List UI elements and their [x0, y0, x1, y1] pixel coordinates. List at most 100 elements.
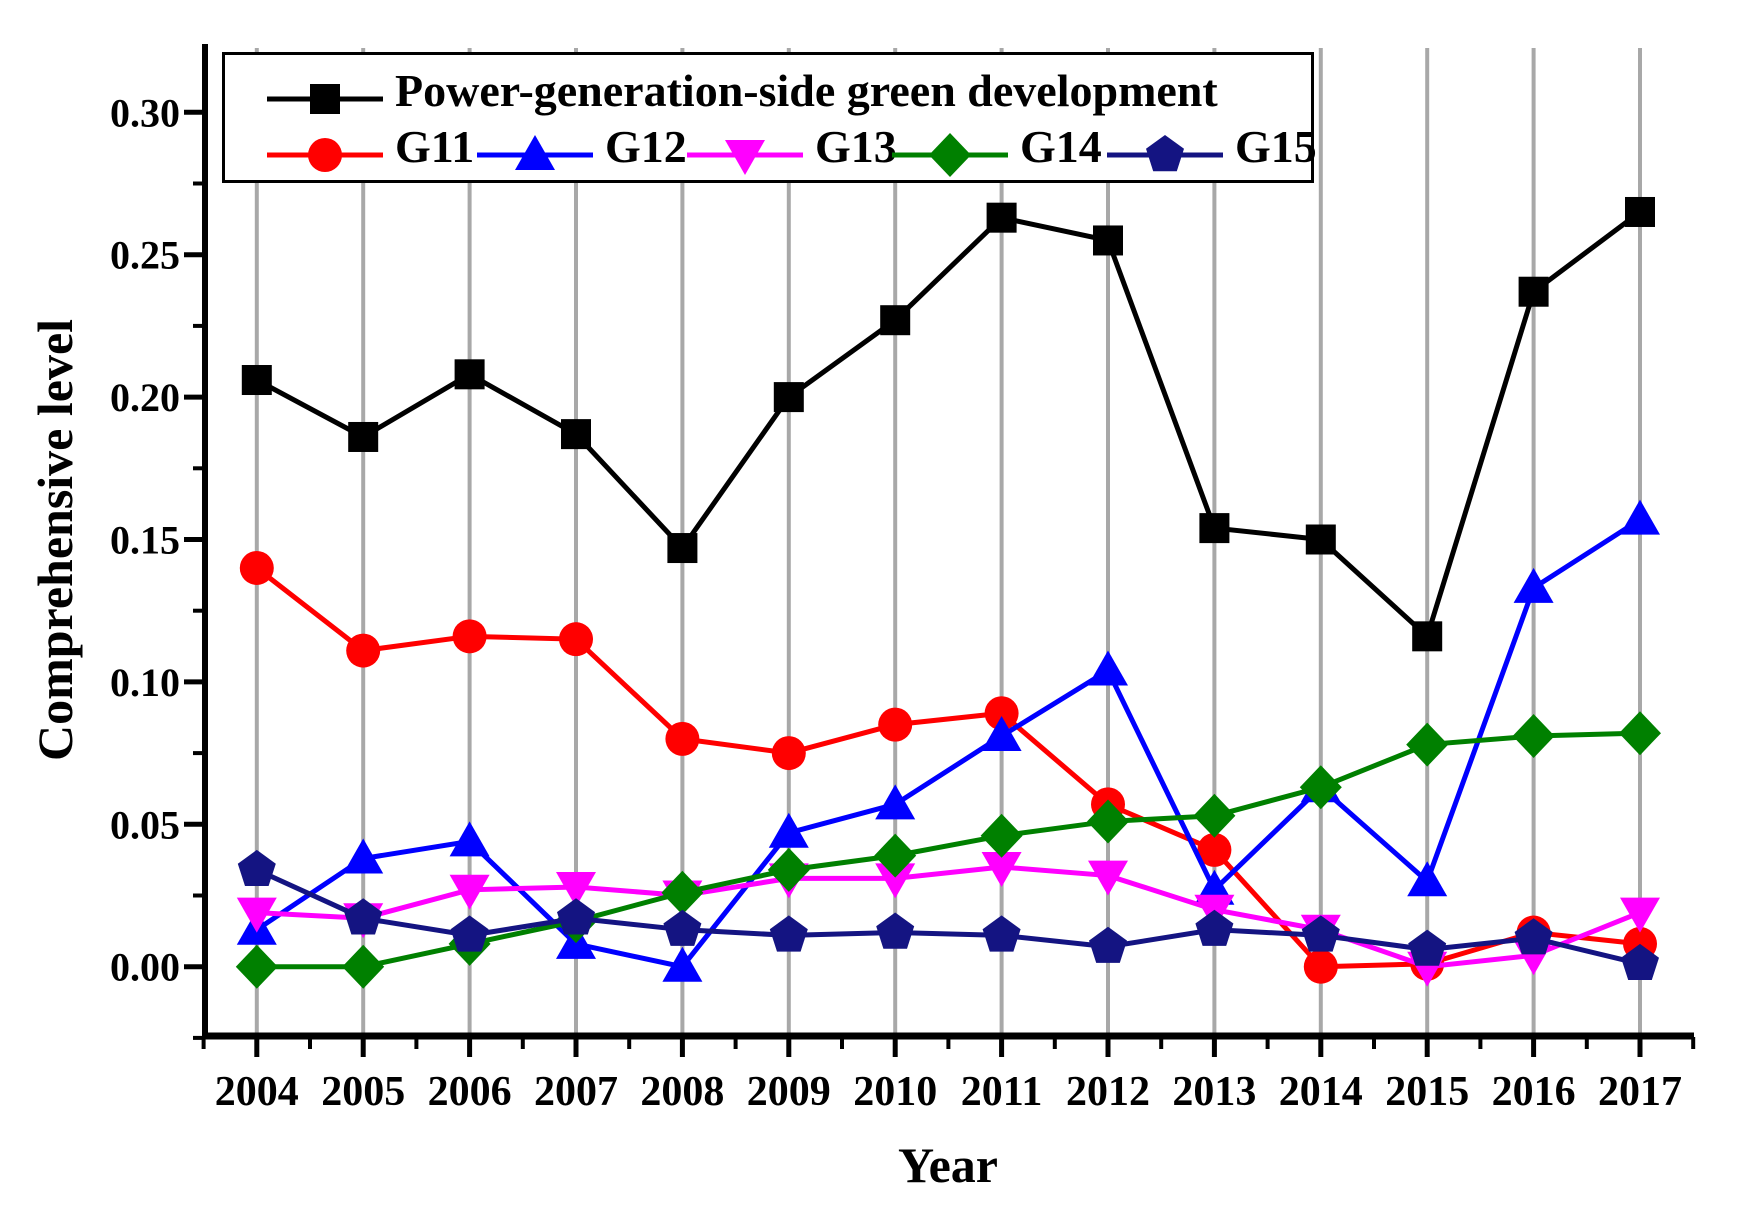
axis-tick-labels: 0.00 0.05 0.10 0.15 0.20 0.25 0.30 2004 2005 2006…	[110, 90, 1682, 1115]
data-series	[235, 196, 1661, 989]
x-tick-label-2008: 2008	[640, 1069, 724, 1115]
axis-ticks	[184, 109, 1696, 1057]
marker-g14-2015	[1406, 722, 1449, 767]
x-tick-label-2005: 2005	[321, 1069, 405, 1115]
marker-g15-2013	[1195, 909, 1234, 946]
marker-g12-2008	[662, 946, 703, 982]
series-line	[255, 517, 1642, 970]
marker-g14-2005	[342, 944, 385, 989]
series-line	[256, 730, 1641, 970]
marker-power-generation-side-green-development-2015	[1412, 621, 1443, 652]
marker-g12-2006	[449, 821, 490, 857]
x-tick-label-2017: 2017	[1598, 1069, 1682, 1115]
marker-g13-2017	[1620, 897, 1660, 933]
marker-g14-2004	[235, 944, 278, 989]
x-tick-label-2016: 2016	[1492, 1069, 1576, 1115]
marker-g12-2015	[1407, 861, 1448, 897]
marker-g15-2012	[1089, 926, 1127, 963]
marker-power-generation-side-green-development-2007	[561, 419, 591, 450]
marker-power-generation-side-green-development-2016	[1518, 276, 1549, 307]
series-line	[255, 209, 1642, 641]
legend-marker-square-icon	[310, 84, 340, 114]
legend-sample-g15	[1107, 135, 1223, 172]
marker-power-generation-side-green-development-2005	[348, 421, 379, 452]
marker-power-generation-side-green-development-2010	[880, 305, 911, 336]
legend-marker-circle-icon	[308, 138, 342, 172]
marker-g11-2004	[239, 550, 274, 585]
marker-g15-2004	[237, 849, 276, 886]
marker-g15-2011	[982, 915, 1021, 952]
marker-g14-2009	[767, 847, 810, 892]
legend-sample-power	[267, 84, 383, 114]
y-tick-label-0.05: 0.05	[110, 802, 180, 847]
x-tick-label-2010: 2010	[853, 1069, 937, 1115]
marker-g11-2011	[984, 696, 1019, 731]
marker-g15-2009	[769, 915, 808, 952]
legend-label-g15: G15	[1235, 121, 1317, 172]
y-tick-label-0.25: 0.25	[110, 233, 180, 278]
marker-g12-2010	[875, 784, 916, 820]
marker-power-generation-side-green-development-2006	[454, 359, 485, 390]
legend-marker-triangle-up-icon	[515, 135, 555, 170]
marker-g11-2010	[878, 707, 913, 742]
legend-marker-pentagon-icon	[1146, 135, 1184, 172]
series-line	[255, 566, 1641, 970]
marker-g11-2006	[452, 619, 487, 654]
marker-g14-2016	[1512, 714, 1555, 758]
marker-power-generation-side-green-development-2004	[241, 365, 272, 396]
marker-g15-2007	[557, 898, 595, 935]
x-tick-label-2013: 2013	[1172, 1069, 1256, 1115]
marker-g12-2016	[1513, 567, 1554, 603]
marker-g15-2010	[876, 912, 915, 949]
marker-g14-2012	[1087, 799, 1129, 844]
x-tick-label-2004: 2004	[215, 1069, 299, 1115]
axes-lines	[202, 44, 1694, 1040]
marker-g14-2014	[1299, 765, 1342, 810]
marker-g11-2008	[665, 721, 700, 756]
series-g15	[237, 849, 1659, 980]
x-tick-label-2007: 2007	[534, 1069, 618, 1115]
x-tick-label-2011: 2011	[961, 1069, 1043, 1115]
x-tick-label-2015: 2015	[1385, 1069, 1469, 1115]
marker-g15-2006	[450, 915, 489, 952]
marker-g14-2013	[1193, 793, 1236, 838]
marker-power-generation-side-green-development-2008	[667, 533, 698, 564]
marker-g15-2008	[663, 909, 702, 946]
legend-sample-g13	[687, 140, 803, 175]
legend-marker-diamond-icon	[929, 133, 971, 177]
marker-g14-2011	[980, 813, 1023, 858]
marker-g11-2013	[1197, 832, 1232, 867]
marker-power-generation-side-green-development-2009	[773, 382, 804, 413]
legend: Power-generation-side green development …	[222, 52, 1317, 183]
marker-g13-2004	[236, 897, 277, 933]
legend-label-g14: G14	[1020, 121, 1102, 172]
marker-g14-2017	[1619, 711, 1661, 756]
legend-sample-g11	[267, 138, 383, 172]
legend-marker-triangle-down-icon	[725, 140, 765, 175]
y-tick-label-0.20: 0.20	[110, 375, 180, 420]
marker-g13-2012	[1088, 860, 1128, 896]
x-tick-label-2009: 2009	[747, 1069, 831, 1115]
marker-g13-2007	[556, 872, 596, 907]
marker-g13-2011	[981, 852, 1022, 887]
y-axis-title: Comprehensive level	[27, 319, 83, 761]
legend-label-g13: G13	[815, 121, 897, 172]
x-axis-title: Year	[898, 1137, 998, 1193]
y-tick-label-0.30: 0.30	[110, 90, 180, 135]
series-power	[241, 196, 1655, 652]
legend-label-g11: G11	[395, 121, 475, 172]
legend-sample-g12	[477, 135, 593, 170]
marker-g15-2016	[1514, 918, 1553, 955]
legend-label-g12: G12	[605, 121, 687, 172]
marker-power-generation-side-green-development-2017	[1625, 196, 1655, 227]
marker-g15-2005	[344, 898, 383, 935]
marker-g15-2014	[1301, 915, 1340, 952]
legend-sample-g14	[892, 133, 1008, 177]
marker-g13-2006	[449, 874, 490, 910]
x-tick-label-2014: 2014	[1279, 1069, 1363, 1115]
series-g13	[236, 852, 1660, 987]
x-tick-label-2006: 2006	[428, 1069, 512, 1115]
marker-g11-2009	[771, 736, 806, 771]
marker-g11-2005	[346, 633, 381, 668]
